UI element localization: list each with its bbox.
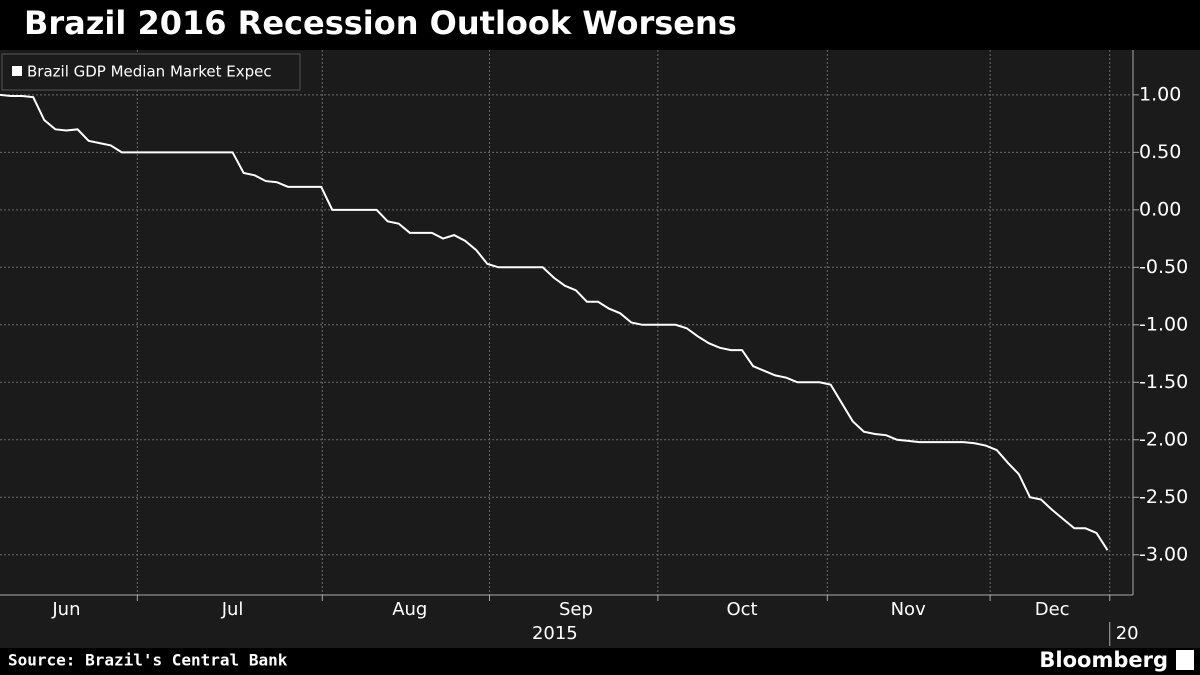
- x-tick-label: Jun: [51, 599, 80, 620]
- y-tick-label: -2.00: [1139, 428, 1188, 450]
- legend-box: [1, 53, 301, 91]
- brand: Bloomberg: [1039, 648, 1168, 672]
- x-axis-label: 2015: [532, 623, 578, 644]
- x-tick-label: Nov: [891, 599, 926, 620]
- x-tick-label: Sep: [559, 599, 593, 620]
- y-tick-label: 1.00: [1139, 83, 1181, 105]
- brand-icon: [1176, 650, 1194, 670]
- y-tick-label: -2.50: [1139, 486, 1188, 508]
- y-tick-label: -1.00: [1139, 313, 1188, 335]
- x-tick-label: Dec: [1035, 599, 1070, 620]
- x-tick-label: Oct: [726, 599, 757, 620]
- y-tick-label: -1.50: [1139, 371, 1188, 393]
- line: [0, 93, 1109, 551]
- next-year-label: 20: [1116, 623, 1139, 644]
- source: Source: Brazil's Central Bank: [8, 651, 288, 670]
- chart-title: Brazil 2016 Recession Outlook Worsens: [24, 4, 737, 42]
- x-tick-label: Jul: [221, 599, 244, 620]
- plot-background: [0, 50, 1200, 648]
- y-tick-label: -0.50: [1139, 256, 1188, 278]
- y-tick-label: 0.00: [1139, 198, 1181, 220]
- y-tick-label: -3.00: [1139, 543, 1188, 565]
- x-tick-label: Aug: [392, 599, 427, 620]
- y-tick-label: 0.50: [1139, 141, 1181, 163]
- legend-swatch: [12, 66, 22, 76]
- legend-label: Brazil GDP Median Market Expec: [27, 63, 272, 81]
